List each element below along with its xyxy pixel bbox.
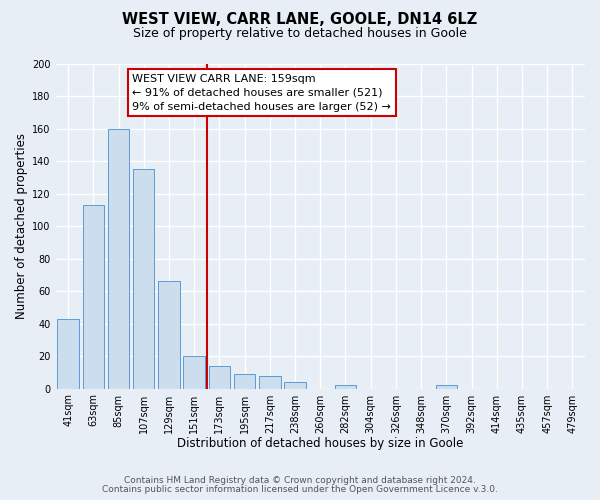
Text: Contains public sector information licensed under the Open Government Licence v.: Contains public sector information licen… bbox=[102, 485, 498, 494]
Bar bbox=[436, 386, 457, 388]
X-axis label: Distribution of detached houses by size in Goole: Distribution of detached houses by size … bbox=[177, 437, 463, 450]
Bar bbox=[284, 382, 306, 388]
Bar bbox=[108, 129, 129, 388]
Bar bbox=[83, 205, 104, 388]
Y-axis label: Number of detached properties: Number of detached properties bbox=[15, 134, 28, 320]
Bar bbox=[133, 170, 154, 388]
Bar bbox=[335, 386, 356, 388]
Bar bbox=[259, 376, 281, 388]
Text: WEST VIEW, CARR LANE, GOOLE, DN14 6LZ: WEST VIEW, CARR LANE, GOOLE, DN14 6LZ bbox=[122, 12, 478, 28]
Bar bbox=[58, 319, 79, 388]
Text: Size of property relative to detached houses in Goole: Size of property relative to detached ho… bbox=[133, 28, 467, 40]
Bar bbox=[209, 366, 230, 388]
Text: WEST VIEW CARR LANE: 159sqm
← 91% of detached houses are smaller (521)
9% of sem: WEST VIEW CARR LANE: 159sqm ← 91% of det… bbox=[133, 74, 391, 112]
Text: Contains HM Land Registry data © Crown copyright and database right 2024.: Contains HM Land Registry data © Crown c… bbox=[124, 476, 476, 485]
Bar bbox=[184, 356, 205, 388]
Bar bbox=[158, 282, 180, 389]
Bar bbox=[234, 374, 256, 388]
